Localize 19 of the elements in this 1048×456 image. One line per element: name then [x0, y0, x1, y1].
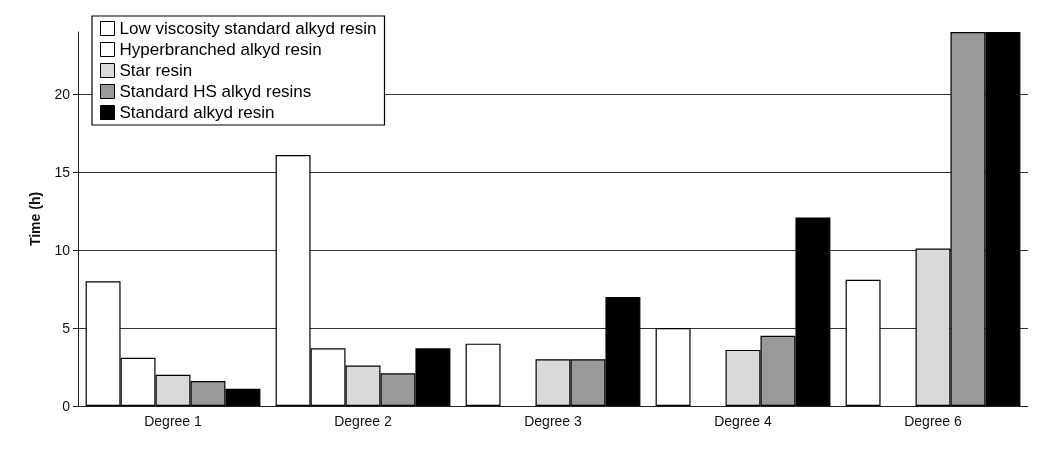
- legend-label: Standard alkyd resin: [119, 103, 275, 122]
- legend-label: Hyperbranched alkyd resin: [119, 40, 322, 59]
- y-axis-title: Time (h): [27, 191, 43, 247]
- y-tick-label: 5: [62, 320, 71, 337]
- bar: [465, 343, 501, 406]
- bar: [655, 328, 691, 406]
- y-tick-label: 0: [62, 398, 71, 414]
- x-tick-label: Degree 2: [334, 413, 393, 429]
- legend-label: Star resin: [119, 61, 193, 80]
- bar: [845, 279, 881, 406]
- legend-label: Low viscosity standard alkyd resin: [119, 19, 377, 38]
- y-tick-label: 20: [54, 86, 71, 103]
- legend-label: Standard HS alkyd resins: [119, 82, 312, 101]
- y-tick-label: 15: [54, 164, 71, 181]
- x-tick-label: Degree 3: [524, 413, 583, 429]
- x-tick-label: Degree 6: [904, 413, 963, 429]
- x-tick-label: Degree 4: [714, 413, 773, 429]
- x-tick-label: Degree 1: [144, 413, 203, 429]
- y-tick-label: 10: [54, 242, 71, 259]
